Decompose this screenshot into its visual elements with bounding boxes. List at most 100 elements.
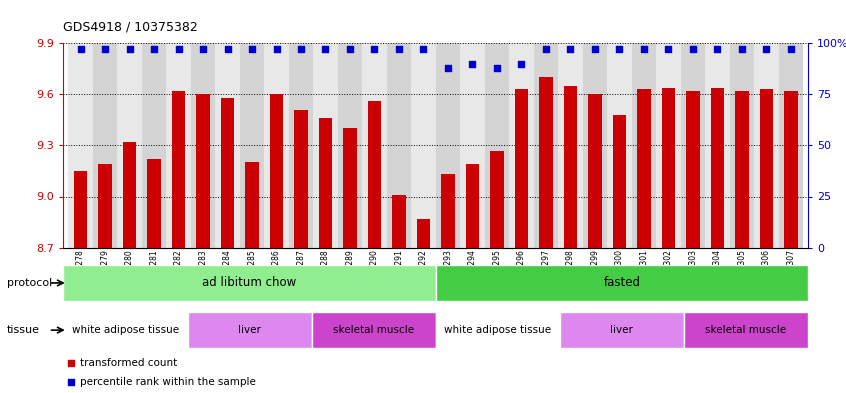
Bar	[294, 110, 308, 248]
Point	[465, 61, 479, 67]
Bar	[142, 43, 167, 248]
Bar	[411, 43, 436, 248]
Point	[245, 46, 259, 53]
Bar	[558, 43, 583, 248]
Bar	[784, 91, 798, 248]
Text: protocol: protocol	[7, 278, 52, 288]
Bar	[684, 312, 808, 348]
Bar	[118, 43, 142, 248]
Text: white adipose tissue: white adipose tissue	[444, 325, 552, 335]
Bar	[270, 94, 283, 248]
Point	[319, 46, 332, 53]
Point	[539, 46, 552, 53]
Text: ad libitum chow: ad libitum chow	[202, 276, 297, 290]
Bar	[343, 129, 357, 248]
Bar	[607, 43, 632, 248]
Bar	[656, 43, 680, 248]
Point	[613, 46, 626, 53]
Bar	[465, 164, 479, 248]
Point	[784, 46, 798, 53]
Point	[563, 46, 577, 53]
Point	[490, 64, 503, 71]
Point	[514, 61, 528, 67]
Point	[686, 46, 700, 53]
Point	[343, 46, 357, 53]
Bar	[245, 162, 259, 248]
Text: liver: liver	[238, 325, 261, 335]
Bar	[705, 43, 729, 248]
Bar	[436, 265, 808, 301]
Bar	[147, 159, 161, 248]
Bar	[74, 171, 87, 248]
Bar	[613, 115, 626, 248]
Bar	[288, 43, 313, 248]
Point	[735, 46, 749, 53]
Point	[760, 46, 773, 53]
Bar	[583, 43, 607, 248]
Bar	[239, 43, 264, 248]
Point	[417, 46, 431, 53]
Point	[441, 64, 454, 71]
Bar	[632, 43, 656, 248]
Bar	[460, 43, 485, 248]
Bar	[387, 43, 411, 248]
Bar	[98, 164, 112, 248]
Bar	[368, 101, 382, 248]
Bar	[436, 43, 460, 248]
Bar	[686, 91, 700, 248]
Bar	[196, 94, 210, 248]
Text: fasted: fasted	[603, 276, 640, 290]
Point	[711, 46, 724, 53]
Point	[98, 46, 112, 53]
Bar	[123, 142, 136, 248]
Bar	[436, 312, 560, 348]
Bar	[264, 43, 288, 248]
Point	[294, 46, 308, 53]
Point	[221, 46, 234, 53]
Bar	[393, 195, 406, 248]
Point	[64, 379, 78, 385]
Text: white adipose tissue: white adipose tissue	[72, 325, 179, 335]
Bar	[221, 98, 234, 248]
Bar	[735, 91, 749, 248]
Text: skeletal muscle: skeletal muscle	[333, 325, 415, 335]
Text: GDS4918 / 10375382: GDS4918 / 10375382	[63, 20, 198, 33]
Bar	[417, 219, 430, 248]
Bar	[167, 43, 191, 248]
Text: transformed count: transformed count	[80, 358, 177, 367]
Point	[368, 46, 382, 53]
Text: skeletal muscle: skeletal muscle	[706, 325, 787, 335]
Bar	[588, 94, 602, 248]
Bar	[729, 43, 754, 248]
Point	[74, 46, 87, 53]
Bar	[563, 86, 577, 248]
Bar	[319, 118, 332, 248]
Bar	[69, 43, 93, 248]
Bar	[680, 43, 705, 248]
Point	[393, 46, 406, 53]
Point	[172, 46, 185, 53]
Text: percentile rank within the sample: percentile rank within the sample	[80, 377, 255, 387]
Bar	[514, 89, 528, 248]
Bar	[778, 43, 803, 248]
Bar	[93, 43, 118, 248]
Bar	[754, 43, 778, 248]
Bar	[442, 174, 454, 248]
Bar	[485, 43, 509, 248]
Bar	[172, 91, 185, 248]
Point	[588, 46, 602, 53]
Bar	[534, 43, 558, 248]
Bar	[760, 89, 773, 248]
Point	[196, 46, 210, 53]
Point	[662, 46, 675, 53]
Bar	[509, 43, 534, 248]
Bar	[362, 43, 387, 248]
Point	[147, 46, 161, 53]
Bar	[63, 265, 436, 301]
Point	[637, 46, 651, 53]
Bar	[338, 43, 362, 248]
Point	[64, 359, 78, 365]
Bar	[560, 312, 684, 348]
Bar	[711, 88, 724, 248]
Point	[270, 46, 283, 53]
